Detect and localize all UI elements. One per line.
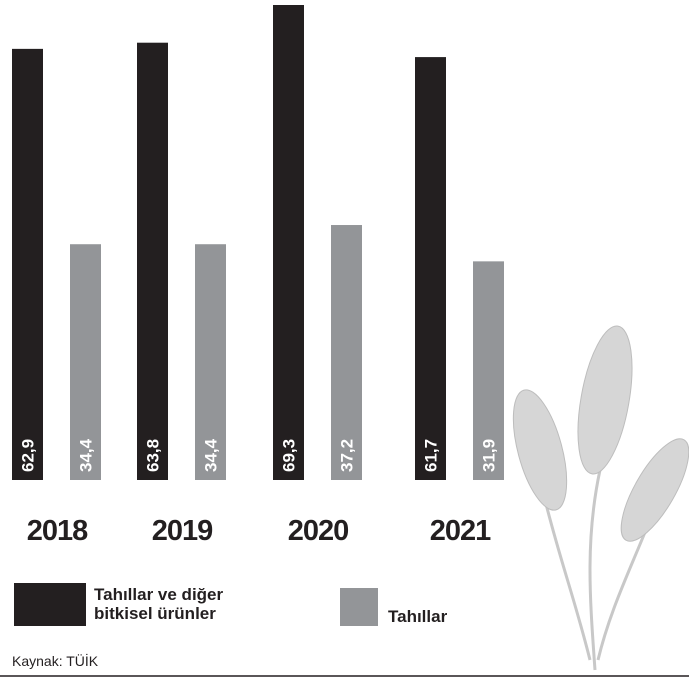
bar xyxy=(273,5,304,480)
value-label: 34,4 xyxy=(77,438,96,472)
x-tick-label: 2018 xyxy=(27,515,88,547)
bar xyxy=(137,42,168,480)
bar xyxy=(415,57,446,481)
legend-swatch xyxy=(340,588,378,626)
bar xyxy=(12,48,43,480)
value-label: 37,2 xyxy=(338,439,357,472)
bar xyxy=(331,225,362,480)
bar xyxy=(473,261,504,480)
x-tick-label: 2021 xyxy=(430,515,491,547)
source: Kaynak: TÜİK xyxy=(12,653,99,669)
x-tick-label: 2020 xyxy=(288,515,349,547)
value-label: 31,9 xyxy=(480,439,499,472)
value-label: 69,3 xyxy=(280,439,299,472)
legend-label: Tahıllar xyxy=(388,607,448,626)
value-label: 34,4 xyxy=(202,438,221,472)
bar xyxy=(70,244,101,480)
value-label: 63,8 xyxy=(144,439,163,472)
wheat-illustration xyxy=(512,325,689,671)
value-label: 62,9 xyxy=(19,439,38,472)
legend-label: Tahıllar ve diğer bitkisel ürünler xyxy=(94,585,224,623)
x-tick-label: 2019 xyxy=(152,515,213,547)
bar xyxy=(195,244,226,480)
legend-swatch xyxy=(14,583,86,626)
value-label: 61,7 xyxy=(422,439,441,472)
